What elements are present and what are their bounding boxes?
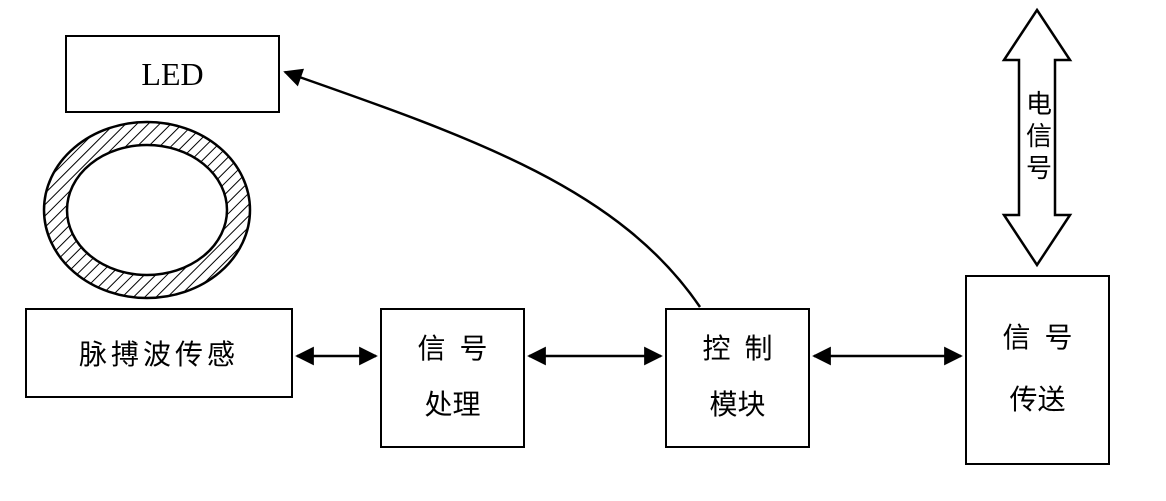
led-box: LED — [65, 35, 280, 113]
sensor-label: 脉搏波传感 — [79, 333, 239, 373]
sensor-box: 脉搏波传感 — [25, 308, 293, 398]
trans-box: 信号传送 信 号传送 — [965, 275, 1110, 465]
ctrl-box: 控制模块 控 制模块 — [665, 308, 810, 448]
electrical-signal-label: 电信号 — [1023, 60, 1051, 215]
ctrl-label: 控制模块 控 制模块 — [702, 322, 772, 434]
edge-ctrl-led — [285, 72, 700, 307]
trans-label: 信号传送 信 号传送 — [1002, 308, 1072, 431]
proc-box: 信号处理 信 号处理 — [380, 308, 525, 448]
led-label: LED — [141, 56, 203, 93]
proc-label: 信号处理 信 号处理 — [417, 322, 487, 434]
